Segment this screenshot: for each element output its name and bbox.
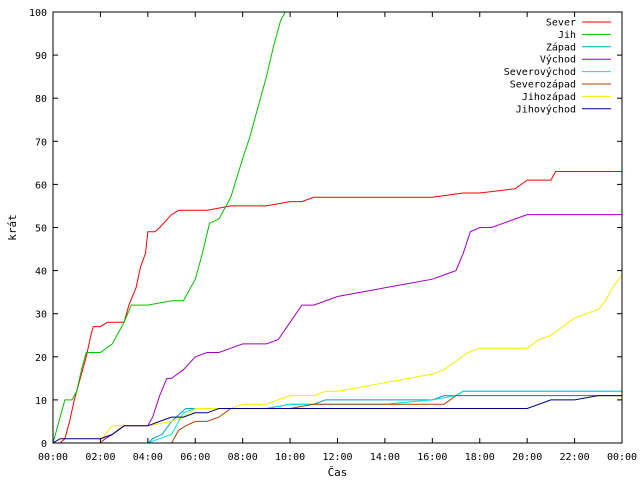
x-tick-label: 08:00: [228, 452, 258, 463]
x-tick-label: 14:00: [370, 452, 400, 463]
legend-label: Severozápad: [510, 79, 576, 91]
series-line-jihovýchod: [53, 395, 622, 443]
y-tick-label: 20: [35, 353, 47, 364]
x-tick-label: 20:00: [512, 452, 542, 463]
y-tick-label: 10: [35, 396, 47, 407]
x-ticks: 00:00 02:00 04:00 06:00 08:00 10:00 12:00 14:00…: [38, 12, 637, 463]
y-axis-label: krát: [6, 214, 19, 241]
series-line-jih: [53, 12, 286, 443]
x-tick-label: 10:00: [275, 452, 305, 463]
y-tick-label: 0: [41, 439, 47, 450]
series-line-východ: [53, 214, 622, 443]
y-tick-label: 60: [35, 180, 47, 191]
x-tick-label: 02:00: [85, 452, 115, 463]
x-tick-label: 04:00: [133, 452, 163, 463]
legend-label: Severovýchod: [504, 66, 576, 78]
x-tick-label: 22:00: [560, 452, 590, 463]
y-tick-label: 80: [35, 94, 47, 105]
series-line-západ: [53, 390, 622, 443]
x-tick-label: 00:00: [38, 452, 68, 463]
plot-lines: [53, 12, 622, 443]
y-tick-label: 90: [35, 51, 47, 62]
y-tick-label: 70: [35, 137, 47, 148]
series-line-sever: [53, 171, 622, 443]
legend-label: Východ: [540, 54, 576, 66]
legend-label: Jihovýchod: [516, 103, 576, 115]
y-tick-label: 30: [35, 310, 47, 321]
legend-label: Sever: [546, 18, 576, 29]
series-line-severovýchod: [53, 390, 622, 443]
y-tick-label: 100: [29, 8, 47, 19]
legend-label: Jihozápad: [522, 91, 576, 103]
x-tick-label: 18:00: [465, 452, 495, 463]
series-line-jihozápad: [53, 274, 622, 443]
legend: SeverJihZápadVýchodSeverovýchodSeverozáp…: [504, 18, 611, 115]
legend-label: Jih: [558, 30, 576, 41]
x-tick-label: 12:00: [322, 452, 352, 463]
x-tick-label: 16:00: [417, 452, 447, 463]
legend-label: Západ: [546, 41, 576, 53]
x-tick-label: 00:00: [607, 452, 637, 463]
y-ticks: 0 10 20 30 40 50 60 70 80 90 100: [29, 8, 622, 450]
x-tick-label: 06:00: [180, 452, 210, 463]
series-line-severozápad: [53, 395, 622, 443]
y-tick-label: 50: [35, 224, 47, 235]
y-tick-label: 40: [35, 267, 47, 278]
x-axis-label: Čas: [328, 466, 348, 479]
